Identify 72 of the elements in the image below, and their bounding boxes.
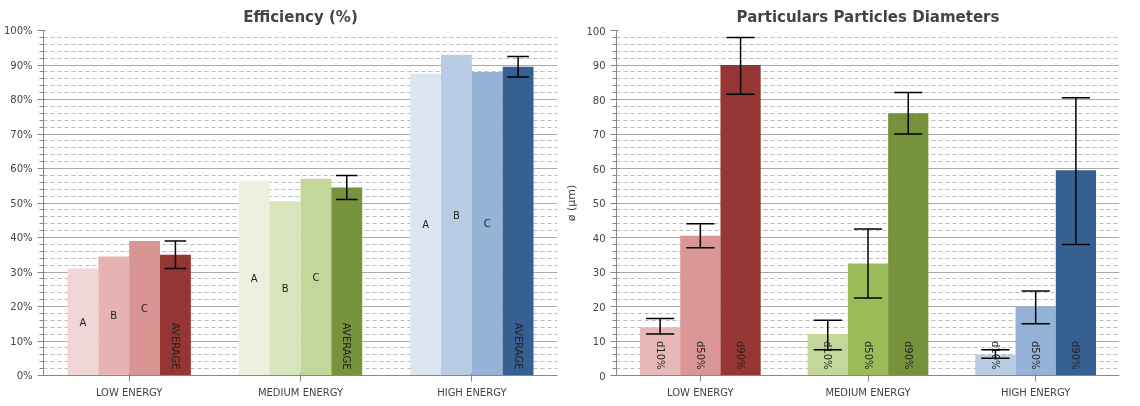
y-tick-label: 80% xyxy=(10,94,33,105)
bar xyxy=(1015,306,1056,376)
y-tick-label: 0 xyxy=(599,370,606,382)
y-tick-label: 0% xyxy=(16,370,33,381)
y-tick-label: 80 xyxy=(592,94,606,106)
x-tick-label: LOW ENERGY xyxy=(95,386,164,398)
text: d50% xyxy=(862,340,874,370)
series-label: d90% xyxy=(735,340,747,370)
x-tick-label: LOW ENERGY xyxy=(667,386,735,398)
text: d10% xyxy=(654,340,666,370)
chart-title: Efficiency (%) xyxy=(243,7,358,26)
series-label: d10% xyxy=(989,340,1001,370)
y-tick-label: 30 xyxy=(592,267,606,278)
bar xyxy=(471,71,503,376)
y-tick-label: 10% xyxy=(10,335,33,347)
bar xyxy=(720,65,761,376)
y-tick-label: 20% xyxy=(10,301,33,312)
text: d50% xyxy=(1030,340,1042,370)
y-tick-label: 90% xyxy=(10,59,33,71)
text: C xyxy=(312,271,320,283)
y-tick-label: 70 xyxy=(592,129,606,140)
bar xyxy=(331,187,363,376)
text: A xyxy=(250,272,258,284)
text: AVERAGE xyxy=(341,322,353,370)
bar xyxy=(129,240,161,376)
bar xyxy=(502,66,534,376)
y-tick-label: 70% xyxy=(10,128,33,140)
series-label: A xyxy=(422,219,430,231)
bar xyxy=(160,254,191,376)
text: A xyxy=(79,316,87,328)
y-axis-title: ø (µm) xyxy=(565,184,579,222)
y-tick-label: 100% xyxy=(3,25,33,36)
x-tick-label: HIGH ENERGY xyxy=(437,386,508,398)
bar xyxy=(410,73,441,376)
text: d90% xyxy=(1070,340,1082,370)
text: d10% xyxy=(822,340,834,370)
y-tick-label: 60 xyxy=(592,163,606,175)
bar xyxy=(440,54,472,376)
bar xyxy=(847,263,889,376)
series-label: AVERAGE xyxy=(169,322,181,370)
y-tick-label: 100 xyxy=(586,25,606,37)
text: d90% xyxy=(902,340,914,370)
y-tick-label: 10 xyxy=(592,336,606,347)
bar xyxy=(98,256,130,376)
y-tick-label: 50 xyxy=(592,198,606,209)
y-tick-label: 30% xyxy=(10,266,33,278)
y-tick-label: 40 xyxy=(592,232,606,244)
bar xyxy=(888,113,929,376)
bar xyxy=(269,201,301,376)
bar xyxy=(1055,170,1097,376)
series-label: d50% xyxy=(694,340,706,370)
text: B xyxy=(281,282,289,294)
bar xyxy=(67,268,99,376)
y-tick-label: 40% xyxy=(10,232,33,243)
series-label: B xyxy=(452,209,460,221)
text: B xyxy=(110,310,118,322)
bar xyxy=(807,334,848,376)
text: AVERAGE xyxy=(512,322,524,370)
chart-title: Particulars Particles Diameters xyxy=(736,7,1000,26)
text: C xyxy=(141,302,149,314)
x-tick-label: MEDIUM ENERGY xyxy=(257,386,344,398)
series-label: C xyxy=(483,218,491,230)
bar xyxy=(639,327,681,376)
y-tick-label: 20 xyxy=(592,301,606,313)
bar xyxy=(300,178,332,376)
y-tick-label: 60% xyxy=(10,163,33,174)
x-tick-label: HIGH ENERGY xyxy=(1001,386,1072,398)
bar xyxy=(238,180,270,376)
x-tick-label: MEDIUM ENERGY xyxy=(825,386,912,398)
y-tick-label: 90 xyxy=(592,60,606,71)
bar xyxy=(680,235,721,376)
y-tick-label: 50% xyxy=(10,197,33,209)
